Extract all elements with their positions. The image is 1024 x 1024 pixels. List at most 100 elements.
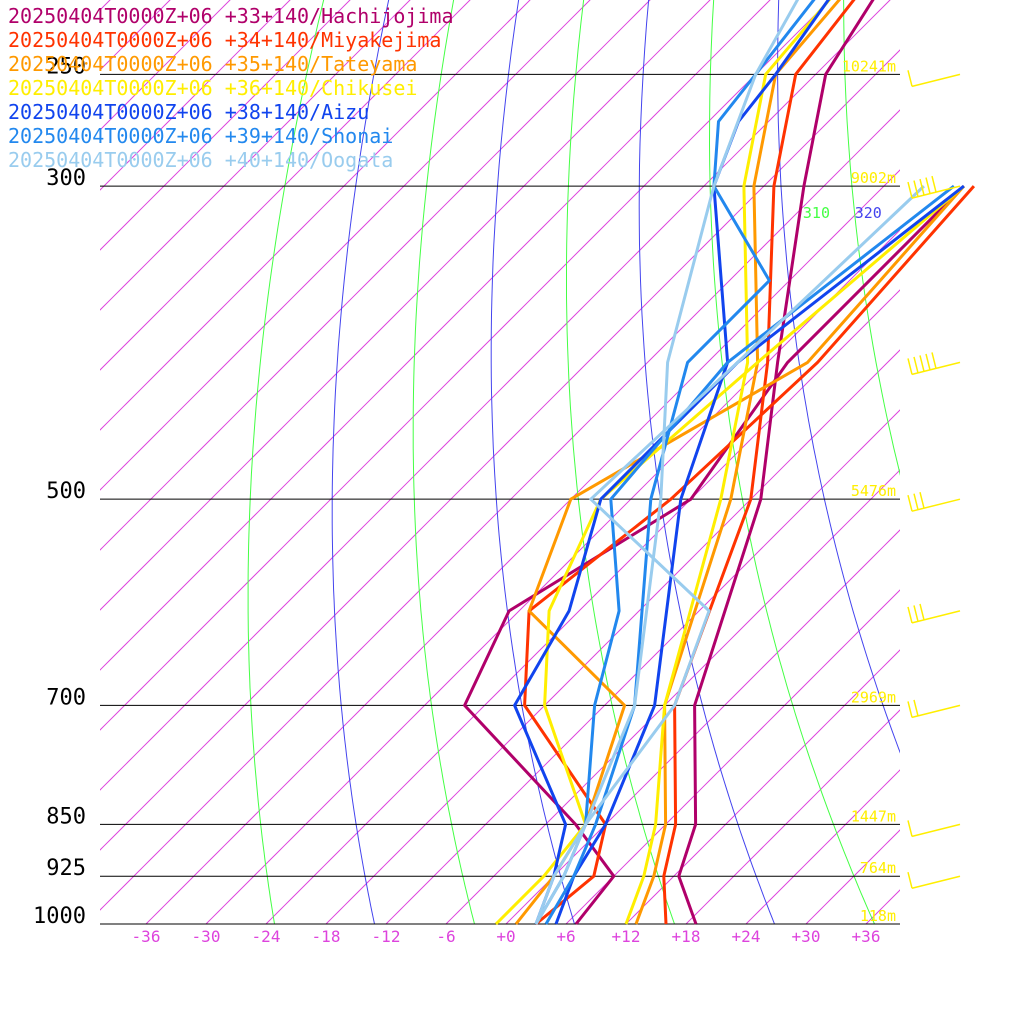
wind-barb (907, 699, 961, 719)
dewpoint-line (534, 185, 925, 925)
height-label: 1447m (851, 807, 896, 825)
dry-adiabat-line (566, 0, 676, 924)
wind-barb (907, 352, 961, 376)
isotherm-line (100, 0, 771, 671)
x-tick-label: -36 (132, 927, 161, 946)
height-label: 9002m (851, 169, 896, 187)
isotherm-line (100, 0, 831, 731)
dewpoint-line (523, 185, 976, 926)
legend-entry: 20250404T0000Z+06 +34+140/Miyakejima (8, 28, 442, 52)
pressure-label: 250 (46, 54, 86, 79)
dry-adiabat-line (490, 0, 576, 924)
wind-barb (907, 872, 961, 889)
wind-barbs (907, 70, 961, 889)
wind-barb-flag (925, 177, 931, 194)
pressure-label: 925 (46, 856, 86, 881)
wind-barb-flag (913, 699, 919, 717)
dry-adiabat-line (412, 0, 476, 924)
wind-barb-flag (907, 701, 913, 718)
pressure-label: 850 (46, 804, 86, 829)
x-tick-label: -18 (312, 927, 341, 946)
isotherm-line (100, 109, 900, 911)
dry-adiabat-line (970, 0, 1024, 954)
pressure-label: 500 (46, 479, 86, 504)
dry-adiabat-line (908, 0, 1024, 954)
wind-barb-flag (913, 605, 919, 622)
pressure-label: 300 (46, 166, 86, 191)
dry-adiabat-line (777, 0, 900, 754)
x-tick-label: +36 (852, 927, 881, 946)
temperature-line (534, 0, 800, 925)
wind-barb-flag (919, 603, 925, 621)
pressure-label: 700 (46, 685, 86, 710)
series-group (463, 0, 976, 926)
wind-barb-flag (907, 606, 913, 624)
x-tick-label: -12 (372, 927, 401, 946)
wind-barb (907, 175, 961, 199)
wind-barb (907, 603, 961, 624)
background-lines (100, 0, 1024, 954)
height-label: 5476m (851, 482, 896, 500)
wind-barb-flag (913, 180, 919, 197)
wind-barb-flag (907, 70, 913, 87)
wind-barb (907, 70, 961, 88)
legend-entry: 20250404T0000Z+06 +39+140/Shonai (8, 124, 394, 148)
x-tick-label: -30 (192, 927, 221, 946)
theta-label: 310 (803, 204, 830, 222)
isotherm-line (100, 0, 651, 551)
wind-barb-flag (907, 181, 913, 199)
wind-barb-flag (907, 494, 913, 512)
x-tick-label: -6 (436, 927, 455, 946)
isotherm-line (685, 709, 900, 924)
dewpoint-line (494, 184, 965, 926)
isotherm-line (926, 0, 1024, 924)
legend-entry: 20250404T0000Z+06 +40+140/Oogata (8, 148, 394, 172)
wind-barb-staff (911, 498, 961, 512)
dry-adiabat-line (331, 0, 390, 924)
isotherm-line (865, 889, 900, 924)
temperature-line (554, 0, 831, 925)
x-tick-label: +0 (496, 927, 515, 946)
isotherm-line (100, 49, 900, 851)
legend-entry: 20250404T0000Z+06 +36+140/Chikusei (8, 76, 418, 100)
height-label: 10241m (842, 57, 896, 75)
wind-barb-flag (931, 352, 937, 369)
wind-barb-flag (913, 356, 919, 374)
wind-barb-staff (911, 823, 961, 838)
theta-label: 320 (855, 204, 882, 222)
isotherm-line (625, 649, 900, 924)
x-tick-label: +6 (556, 927, 575, 946)
wind-barb-flag (913, 493, 919, 510)
wind-barb-staff (911, 610, 961, 624)
wind-barb-flag (919, 178, 925, 196)
legend-entry: 20250404T0000Z+06 +33+140/Hachijojima (8, 4, 454, 28)
legend-entry: 20250404T0000Z+06 +38+140/Aizu (8, 100, 370, 124)
isotherm-line (100, 0, 711, 611)
wind-barb-flag (907, 358, 913, 375)
x-tick-label: +12 (612, 927, 641, 946)
height-label: 2969m (851, 688, 896, 706)
temperature-line (677, 0, 875, 925)
legend-entry: 20250404T0000Z+06 +35+140/Tateyama (8, 52, 418, 76)
wind-barb-staff (911, 704, 961, 719)
wind-barb-flag (931, 175, 937, 193)
wind-barb-flag (907, 872, 913, 889)
height-label: 764m (860, 859, 896, 877)
isotherm-line (145, 169, 900, 924)
wind-barb (907, 491, 961, 512)
pressure-label: 1000 (33, 904, 86, 929)
wind-barb-staff (911, 875, 961, 889)
isotherm-line (205, 229, 900, 924)
isotherm-line (325, 349, 900, 924)
isotherm-line (745, 769, 900, 924)
wind-barb-flag (919, 491, 925, 509)
wind-barb-flag (919, 355, 925, 372)
wind-barb-flag (907, 820, 913, 837)
wind-barb (907, 820, 961, 838)
dewpoint-line (463, 185, 965, 925)
legend: 20250404T0000Z+06 +33+140/Hachijojima 202… (8, 4, 454, 172)
temperature-line (624, 0, 832, 925)
temperature-line (544, 0, 816, 925)
dry-adiabat-line (247, 0, 325, 924)
